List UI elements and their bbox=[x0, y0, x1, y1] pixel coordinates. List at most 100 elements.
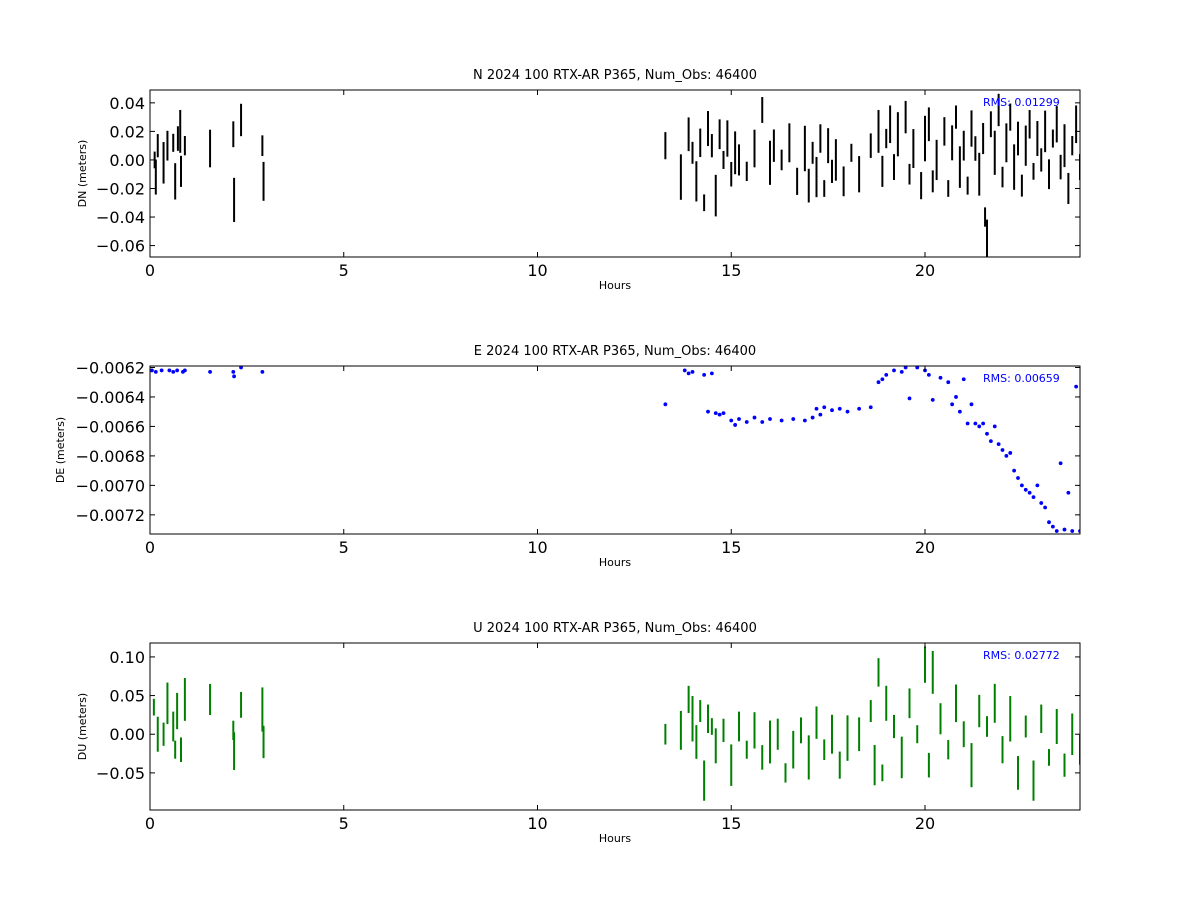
data-point bbox=[868, 405, 873, 410]
data-point bbox=[1070, 529, 1075, 533]
x-tick-label: 10 bbox=[527, 538, 547, 557]
y-tick-label: −0.04 bbox=[96, 208, 145, 227]
data-point bbox=[802, 418, 807, 423]
data-point bbox=[1031, 495, 1036, 500]
data-point bbox=[837, 406, 842, 411]
data-point bbox=[167, 368, 172, 373]
data-point bbox=[903, 366, 908, 370]
data-point bbox=[768, 417, 772, 421]
data-point bbox=[857, 406, 862, 411]
data-point bbox=[1035, 483, 1040, 488]
data-point bbox=[232, 374, 236, 379]
data-point bbox=[1023, 487, 1028, 492]
data-point bbox=[899, 369, 904, 374]
y-tick-label: 0.00 bbox=[109, 725, 145, 744]
data-point bbox=[1004, 453, 1009, 458]
data-point bbox=[706, 409, 710, 414]
data-point bbox=[973, 421, 978, 426]
x-tick-label: 20 bbox=[915, 261, 935, 280]
data-point bbox=[260, 369, 265, 374]
x-axis-label: Hours bbox=[599, 832, 631, 845]
data-point bbox=[988, 439, 993, 444]
data-point bbox=[760, 420, 765, 424]
axes-frame bbox=[149, 89, 1081, 258]
data-point bbox=[686, 371, 691, 376]
data-point bbox=[814, 406, 819, 411]
y-axis-label: DU (meters) bbox=[76, 693, 89, 760]
data-series bbox=[152, 646, 1080, 801]
data-point bbox=[752, 415, 757, 420]
data-point bbox=[1054, 529, 1059, 533]
data-point bbox=[876, 380, 881, 385]
x-tick-label: 5 bbox=[339, 814, 349, 833]
x-tick-label: 20 bbox=[915, 814, 935, 833]
data-point bbox=[713, 411, 718, 416]
chart-panel-2: 0 5 10 15 20 −0.0062 −0.0064 −0.0066 −0.0068 −0.0… bbox=[54, 344, 1081, 569]
data-point bbox=[1027, 490, 1032, 495]
chart-panel-1: 0 5 10 15 20 0.04 0.02 0.00 −0.02 −0.04 −0.06 N 202… bbox=[76, 68, 1081, 292]
data-point bbox=[737, 417, 741, 421]
data-point bbox=[996, 442, 1001, 447]
chart-title: U 2024 100 RTX-AR P365, Num_Obs: 46400 bbox=[473, 621, 757, 636]
data-point bbox=[969, 402, 974, 407]
data-point bbox=[208, 369, 212, 374]
data-point bbox=[159, 368, 164, 373]
y-tick-label: 0.05 bbox=[109, 687, 145, 706]
data-point bbox=[950, 402, 955, 407]
data-point bbox=[1008, 451, 1013, 455]
chart-panel-3: 0 5 10 15 20 0.10 0.05 0.00 −0.05 U 2024 100 RTX-… bbox=[76, 621, 1081, 845]
data-point bbox=[239, 366, 243, 370]
x-tick-label: 0 bbox=[145, 814, 155, 833]
data-point bbox=[729, 418, 734, 423]
data-point bbox=[702, 372, 707, 377]
y-tick-label: 0.00 bbox=[109, 151, 145, 170]
data-point bbox=[690, 369, 695, 374]
data-point bbox=[1050, 524, 1055, 529]
x-tick-label: 20 bbox=[915, 538, 935, 557]
x-tick-label: 15 bbox=[721, 538, 741, 557]
x-tick-label: 10 bbox=[527, 814, 547, 833]
data-point bbox=[779, 418, 784, 423]
data-point bbox=[182, 368, 187, 373]
data-point bbox=[1066, 490, 1071, 495]
data-series bbox=[150, 366, 1080, 533]
x-tick-label: 15 bbox=[721, 261, 741, 280]
y-tick-label: −0.0066 bbox=[76, 417, 145, 436]
chart-title: E 2024 100 RTX-AR P365, Num_Obs: 46400 bbox=[474, 344, 756, 359]
y-tick-label: −0.06 bbox=[96, 237, 145, 256]
data-point bbox=[992, 424, 997, 429]
y-tick-label: −0.0068 bbox=[76, 447, 145, 466]
y-axis-label: DN (meters) bbox=[76, 140, 89, 208]
y-tick-label: −0.02 bbox=[96, 179, 145, 198]
data-point bbox=[884, 372, 889, 377]
y-axis-label: DE (meters) bbox=[54, 417, 67, 483]
data-point bbox=[1019, 483, 1024, 488]
data-point bbox=[985, 431, 989, 436]
x-tick-label: 5 bbox=[339, 538, 349, 557]
axes-frame bbox=[149, 365, 1081, 535]
data-point bbox=[1016, 476, 1020, 480]
data-point bbox=[954, 395, 958, 399]
x-tick-label: 0 bbox=[145, 538, 155, 557]
data-point bbox=[830, 408, 834, 413]
data-point bbox=[1074, 384, 1079, 389]
data-point bbox=[1039, 501, 1044, 505]
rms-annotation: RMS: 0.00659 bbox=[983, 372, 1060, 385]
y-tick-label: −0.05 bbox=[96, 764, 145, 783]
data-point bbox=[915, 366, 920, 370]
data-point bbox=[709, 371, 714, 376]
data-point bbox=[822, 405, 827, 410]
data-point bbox=[946, 380, 951, 385]
x-axis-label: Hours bbox=[599, 279, 631, 292]
y-tick-label: 0.10 bbox=[109, 648, 145, 667]
data-point bbox=[1047, 520, 1051, 525]
data-point bbox=[1043, 505, 1048, 510]
data-point bbox=[1000, 448, 1005, 452]
data-point bbox=[175, 368, 180, 373]
data-point bbox=[717, 412, 722, 417]
rms-annotation: RMS: 0.02772 bbox=[983, 649, 1060, 662]
y-tick-label: −0.0072 bbox=[76, 506, 145, 525]
rms-annotation: RMS: 0.01299 bbox=[983, 96, 1060, 109]
data-point bbox=[961, 377, 966, 382]
data-point bbox=[733, 423, 738, 427]
